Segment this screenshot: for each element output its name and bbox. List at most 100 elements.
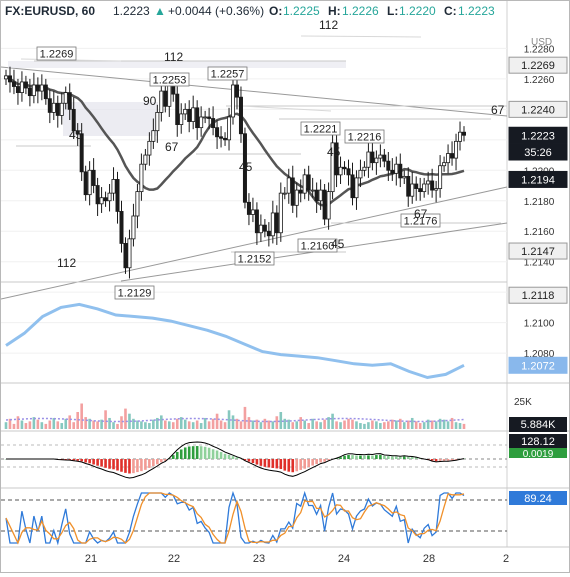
candle-body[interactable]: [255, 210, 258, 233]
candle-body[interactable]: [192, 108, 195, 122]
candle-body[interactable]: [295, 190, 298, 205]
candle-body[interactable]: [259, 225, 262, 233]
candle-body[interactable]: [399, 164, 402, 178]
candle-body[interactable]: [188, 109, 191, 121]
candle-body[interactable]: [435, 189, 438, 191]
candle-body[interactable]: [196, 108, 199, 128]
candle-body[interactable]: [446, 154, 449, 163]
candle-body[interactable]: [423, 184, 426, 192]
candle-body[interactable]: [419, 189, 422, 192]
candle-body[interactable]: [180, 114, 183, 125]
candle-body[interactable]: [359, 170, 362, 178]
candle-body[interactable]: [327, 192, 330, 219]
candle-body[interactable]: [275, 213, 278, 233]
candle-body[interactable]: [427, 181, 430, 184]
candle-body[interactable]: [152, 131, 155, 142]
candle-body[interactable]: [267, 231, 270, 236]
candle-body[interactable]: [235, 85, 238, 97]
candle-body[interactable]: [136, 192, 139, 216]
candle-body[interactable]: [24, 82, 27, 88]
candle-body[interactable]: [160, 91, 163, 112]
candle-body[interactable]: [12, 82, 15, 87]
candle-body[interactable]: [415, 184, 418, 189]
candle-body[interactable]: [84, 172, 87, 195]
candle-body[interactable]: [52, 103, 55, 112]
candle-body[interactable]: [116, 179, 119, 211]
candle-body[interactable]: [104, 198, 107, 201]
candle-body[interactable]: [407, 176, 410, 196]
candle-body[interactable]: [239, 97, 242, 134]
candle-body[interactable]: [219, 137, 222, 139]
candle-body[interactable]: [347, 169, 350, 175]
candle-body[interactable]: [215, 128, 218, 137]
candle-body[interactable]: [68, 93, 71, 110]
candle-body[interactable]: [8, 76, 11, 82]
candle-body[interactable]: [124, 243, 127, 267]
candle-body[interactable]: [450, 154, 453, 159]
candle-body[interactable]: [36, 85, 39, 91]
candle-body[interactable]: [140, 164, 143, 191]
candle-body[interactable]: [60, 103, 63, 115]
candle-body[interactable]: [251, 210, 254, 215]
candle-body[interactable]: [144, 155, 147, 164]
candle-body[interactable]: [271, 213, 274, 236]
candle-body[interactable]: [263, 225, 266, 231]
candle-body[interactable]: [100, 198, 103, 204]
candle-body[interactable]: [128, 239, 131, 268]
candle-body[interactable]: [64, 93, 67, 104]
candle-body[interactable]: [375, 158, 378, 163]
candle-body[interactable]: [307, 175, 310, 190]
candle-body[interactable]: [442, 163, 445, 166]
candle-body[interactable]: [44, 85, 47, 99]
candle-body[interactable]: [204, 117, 207, 118]
candle-body[interactable]: [176, 94, 179, 124]
candle-body[interactable]: [439, 166, 442, 189]
candle-body[interactable]: [371, 152, 374, 163]
candle-body[interactable]: [462, 132, 465, 135]
candle-body[interactable]: [395, 164, 398, 173]
candle-body[interactable]: [200, 117, 203, 128]
candle-body[interactable]: [223, 138, 226, 140]
candle-body[interactable]: [28, 88, 31, 96]
candle-body[interactable]: [387, 161, 390, 170]
candle-body[interactable]: [279, 193, 282, 233]
candle-body[interactable]: [227, 117, 230, 140]
candle-body[interactable]: [208, 117, 211, 119]
candle-body[interactable]: [299, 190, 302, 193]
candle-body[interactable]: [383, 155, 386, 161]
candle-body[interactable]: [343, 167, 346, 169]
candle-body[interactable]: [148, 141, 151, 155]
candle-body[interactable]: [363, 167, 366, 170]
candle-body[interactable]: [32, 85, 35, 96]
candle-body[interactable]: [311, 190, 314, 191]
candle-body[interactable]: [247, 202, 250, 214]
candle-body[interactable]: [454, 141, 457, 158]
candle-body[interactable]: [323, 190, 326, 219]
candle-body[interactable]: [291, 178, 294, 205]
candle-body[interactable]: [156, 112, 159, 130]
candle-body[interactable]: [287, 178, 290, 193]
candle-body[interactable]: [96, 186, 99, 204]
candle-body[interactable]: [339, 167, 342, 175]
candle-body[interactable]: [88, 170, 91, 194]
candle-body[interactable]: [20, 82, 23, 93]
candle-body[interactable]: [319, 190, 322, 201]
candle-body[interactable]: [367, 152, 370, 167]
candle-body[interactable]: [303, 175, 306, 193]
candle-body[interactable]: [168, 85, 171, 106]
candle-body[interactable]: [458, 132, 461, 141]
candle-body[interactable]: [379, 155, 382, 158]
candle-body[interactable]: [184, 109, 187, 114]
candle-body[interactable]: [211, 118, 214, 127]
candle-body[interactable]: [48, 99, 51, 113]
candle-body[interactable]: [56, 103, 59, 115]
candle-body[interactable]: [403, 176, 406, 178]
candle-body[interactable]: [40, 85, 43, 91]
candle-body[interactable]: [315, 190, 318, 201]
candle-body[interactable]: [283, 193, 286, 194]
candle-body[interactable]: [16, 87, 19, 93]
candle-body[interactable]: [355, 178, 358, 198]
candle-body[interactable]: [391, 170, 394, 173]
candle-body[interactable]: [92, 170, 95, 185]
